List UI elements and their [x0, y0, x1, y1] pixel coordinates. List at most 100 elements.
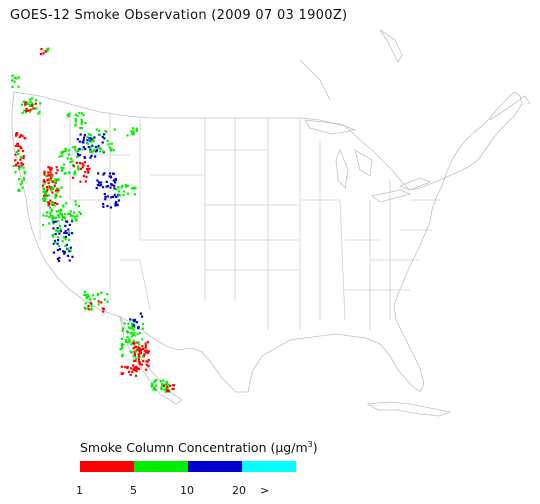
- smoke-pixel-527: [67, 212, 70, 215]
- smoke-pixel-730: [150, 385, 153, 388]
- smoke-pixel-410: [109, 149, 112, 152]
- smoke-pixel-655: [138, 331, 142, 335]
- smoke-pixel-413: [113, 128, 116, 131]
- smoke-pixel-263: [69, 214, 72, 217]
- smoke-pixel-488: [134, 187, 137, 190]
- smoke-pixel-519: [74, 123, 77, 126]
- smoke-pixel-65: [16, 132, 19, 135]
- smoke-pixel-432: [112, 172, 115, 175]
- smoke-pixel-425: [108, 175, 111, 178]
- smoke-pixel-189: [51, 200, 54, 203]
- smoke-pixel-457: [102, 202, 105, 206]
- smoke-pixel-81: [15, 164, 18, 167]
- smoke-pixel-680: [121, 329, 124, 332]
- smoke-pixel-87: [21, 186, 24, 189]
- smoke-pixel-434: [99, 184, 103, 187]
- smoke-pixel-14: [13, 80, 16, 83]
- smoke-pixel-223: [64, 229, 67, 233]
- smoke-pixel-571: [101, 307, 104, 310]
- smoke-pixel-750: [141, 315, 144, 318]
- smoke-pixel-361: [91, 144, 94, 147]
- smoke-pixel-657: [132, 328, 135, 332]
- smoke-pixel-469: [114, 202, 117, 205]
- smoke-pixel-491: [121, 184, 124, 187]
- smoke-pixel-640: [126, 336, 129, 339]
- smoke-pixel-231: [52, 227, 55, 230]
- smoke-pixel-145: [43, 170, 46, 173]
- smoke-pixel-284: [64, 244, 67, 248]
- smoke-pixel-318: [81, 148, 84, 151]
- smoke-pixel-695: [132, 368, 135, 371]
- smoke-pixel-536: [73, 211, 76, 214]
- smoke-pixel-216: [45, 214, 48, 217]
- smoke-pixel-471: [114, 204, 117, 207]
- smoke-pixel-501: [132, 130, 135, 133]
- smoke-pixel-228: [54, 220, 57, 223]
- legend-tick-5: 5: [130, 484, 137, 497]
- smoke-pixel-166: [50, 208, 53, 211]
- smoke-pixel-146: [48, 201, 51, 205]
- smoke-pixel-748: [135, 321, 139, 324]
- smoke-pixel-484: [120, 186, 123, 189]
- smoke-pixel-144: [51, 180, 54, 183]
- smoke-pixel-403: [92, 138, 95, 141]
- smoke-pixel-237: [53, 239, 57, 242]
- smoke-pixel-268: [53, 216, 56, 219]
- smoke-pixel-712: [153, 381, 156, 384]
- smoke-pixel-366: [82, 138, 85, 142]
- smoke-pixel-102: [23, 170, 26, 173]
- smoke-pixel-262: [52, 251, 56, 254]
- smoke-pixel-378: [95, 150, 98, 153]
- smoke-pixel-369: [76, 138, 79, 141]
- smoke-pixel-234: [56, 242, 59, 245]
- smoke-pixel-376: [95, 149, 99, 152]
- smoke-pixel-252: [71, 220, 74, 223]
- map-title: GOES-12 Smoke Observation (2009 07 03 19…: [10, 8, 348, 23]
- smoke-pixel-646: [120, 337, 123, 340]
- smoke-pixel-515: [79, 126, 82, 129]
- smoke-pixel-22: [24, 111, 27, 114]
- smoke-pixel-38: [38, 110, 41, 113]
- smoke-pixel-206: [50, 202, 54, 205]
- smoke-pixel-365: [94, 146, 98, 149]
- smoke-pixel-602: [147, 350, 150, 353]
- smoke-pixel-514: [76, 115, 79, 118]
- smoke-pixel-582: [141, 345, 144, 348]
- smoke-pixel-274: [56, 230, 59, 233]
- smoke-pixel-565: [96, 293, 99, 296]
- legend-tick-1: 1: [76, 484, 83, 497]
- smoke-pixel-482: [126, 192, 130, 195]
- smoke-pixel-461: [109, 206, 112, 209]
- smoke-pixel-739: [166, 388, 169, 391]
- smoke-pixel-101: [15, 150, 18, 154]
- smoke-pixel-363: [97, 144, 100, 147]
- smoke-pixel-475: [133, 193, 136, 196]
- smoke-pixel-417: [107, 143, 110, 146]
- smoke-pixel-153: [47, 204, 50, 207]
- smoke-pixel-733: [155, 384, 158, 387]
- smoke-pixel-742: [172, 387, 175, 391]
- smoke-pixel-594: [137, 367, 140, 370]
- smoke-pixel-386: [87, 146, 90, 149]
- smoke-pixel-316: [73, 170, 76, 173]
- smoke-pixel-172: [42, 190, 45, 193]
- smoke-pixel-555: [83, 290, 87, 293]
- smoke-pixel-93: [21, 181, 24, 184]
- smoke-pixel-397: [112, 149, 115, 152]
- smoke-pixel-15: [15, 77, 18, 80]
- smoke-pixel-281: [51, 215, 54, 218]
- smoke-pixel-478: [125, 185, 128, 188]
- smoke-pixel-456: [106, 195, 109, 198]
- smoke-pixel-538: [71, 218, 74, 221]
- smoke-pixel-409: [102, 150, 105, 153]
- great-lakes: [304, 119, 432, 203]
- smoke-pixel-66: [21, 135, 24, 138]
- smoke-pixel-238: [52, 242, 55, 245]
- smoke-pixel-675: [129, 350, 132, 353]
- smoke-pixel-353: [76, 153, 80, 156]
- smoke-pixel-697: [135, 370, 138, 373]
- smoke-pixel-113: [48, 185, 51, 188]
- smoke-pixel-313: [72, 146, 75, 149]
- smoke-pixel-60: [19, 133, 23, 137]
- smoke-pixel-208: [50, 210, 53, 213]
